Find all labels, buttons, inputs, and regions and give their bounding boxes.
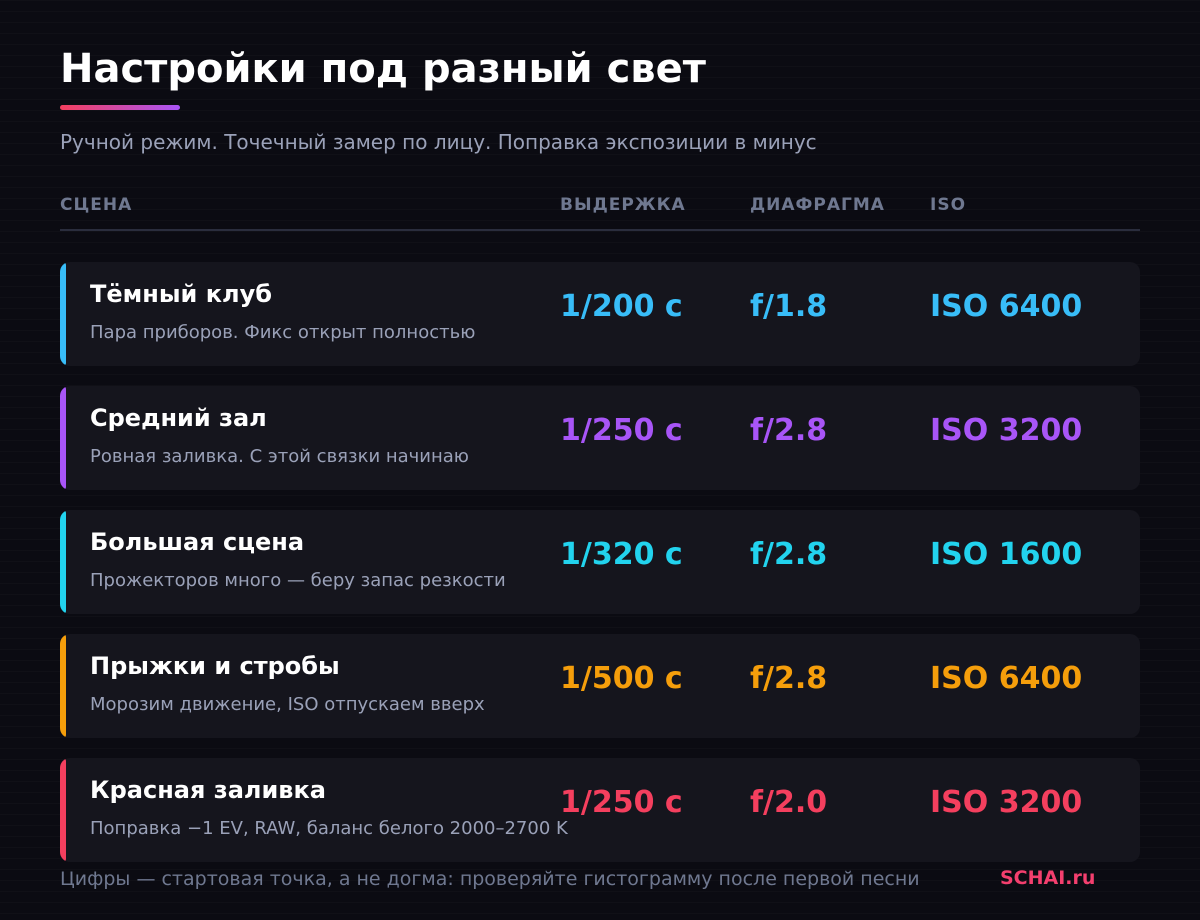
scene-name: Тёмный клуб (90, 280, 272, 308)
table-row: Красная заливка Поправка −1 EV, RAW, бал… (60, 758, 1140, 862)
table-row: Тёмный клуб Пара приборов. Фикс открыт п… (60, 262, 1140, 366)
iso-value: ISO 1600 (930, 537, 1083, 572)
row-color-bar (60, 262, 66, 366)
title-underline (60, 105, 180, 110)
table-row: Прыжки и стробы Морозим движение, ISO от… (60, 634, 1140, 738)
row-color-bar (60, 510, 66, 614)
table-row: Средний зал Ровная заливка. С этой связк… (60, 386, 1140, 490)
aperture-value: f/1.8 (750, 289, 828, 324)
scene-name: Средний зал (90, 404, 267, 432)
iso-value: ISO 3200 (930, 785, 1083, 820)
footer-note: Цифры — стартовая точка, а не догма: про… (60, 868, 920, 890)
column-header-shutter: ВЫДЕРЖКА (560, 195, 686, 215)
aperture-value: f/2.8 (750, 413, 828, 448)
scene-name: Прыжки и стробы (90, 652, 340, 680)
scene-note: Прожекторов много — беру запас резкости (90, 570, 506, 591)
page-title: Настройки под разный свет (60, 46, 706, 92)
page: Настройки под разный свет Ручной режим. … (60, 0, 1140, 920)
scene-note: Ровная заливка. С этой связки начинаю (90, 446, 469, 467)
shutter-value: 1/320 с (560, 537, 683, 572)
column-header-scene: СЦЕНА (60, 195, 133, 215)
row-color-bar (60, 758, 66, 862)
row-color-bar (60, 386, 66, 490)
aperture-value: f/2.8 (750, 537, 828, 572)
scene-note: Поправка −1 EV, RAW, баланс белого 2000–… (90, 818, 568, 839)
iso-value: ISO 6400 (930, 289, 1083, 324)
iso-value: ISO 3200 (930, 413, 1083, 448)
shutter-value: 1/500 с (560, 661, 683, 696)
brand-link[interactable]: SCHAI.ru (1000, 867, 1096, 889)
table-row: Большая сцена Прожекторов много — беру з… (60, 510, 1140, 614)
column-header-aperture: ДИАФРАГМА (750, 195, 885, 215)
scene-note: Пара приборов. Фикс открыт полностью (90, 322, 476, 343)
table-header: СЦЕНА ВЫДЕРЖКА ДИАФРАГМА ISO (60, 195, 1140, 231)
aperture-value: f/2.0 (750, 785, 828, 820)
scene-name: Большая сцена (90, 528, 305, 556)
shutter-value: 1/250 с (560, 785, 683, 820)
page-subtitle: Ручной режим. Точечный замер по лицу. По… (60, 130, 817, 154)
scene-note: Морозим движение, ISO отпускаем вверх (90, 694, 485, 715)
column-header-iso: ISO (930, 195, 967, 215)
shutter-value: 1/200 с (560, 289, 683, 324)
aperture-value: f/2.8 (750, 661, 828, 696)
scene-name: Красная заливка (90, 776, 326, 804)
shutter-value: 1/250 с (560, 413, 683, 448)
iso-value: ISO 6400 (930, 661, 1083, 696)
row-color-bar (60, 634, 66, 738)
